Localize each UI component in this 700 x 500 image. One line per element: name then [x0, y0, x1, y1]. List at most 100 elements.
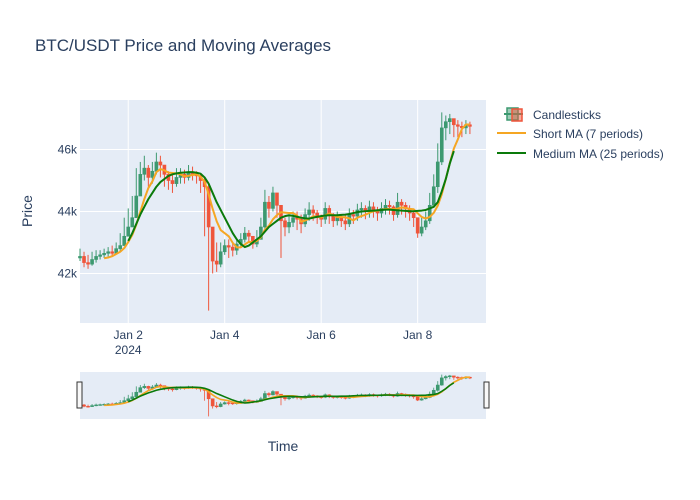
candle — [218, 242, 223, 268]
x-axis-label: Time — [268, 438, 299, 454]
candle — [456, 120, 460, 138]
candle — [271, 390, 275, 396]
candle — [435, 381, 440, 392]
medium-ma-line — [127, 382, 455, 404]
candle — [138, 385, 143, 393]
legend-label: Candlesticks — [533, 108, 601, 122]
moving-averages — [103, 123, 470, 260]
candle — [82, 251, 86, 268]
candle — [443, 115, 448, 141]
range-slider-left-handle[interactable] — [76, 381, 83, 409]
candle — [431, 174, 436, 206]
candle — [210, 398, 215, 409]
candle — [142, 383, 147, 389]
candle — [118, 233, 123, 252]
candle — [283, 396, 287, 401]
candle — [456, 376, 460, 380]
legend-item-candlesticks[interactable]: Candlesticks — [504, 107, 601, 122]
range-slider[interactable] — [76, 372, 490, 419]
candle — [102, 248, 106, 258]
candle — [443, 375, 448, 381]
candle — [271, 186, 275, 212]
candle — [138, 161, 143, 197]
candle — [226, 401, 231, 406]
medium-ma-line — [127, 150, 455, 249]
candle — [98, 250, 102, 260]
y-tick-label: 46k — [58, 143, 78, 157]
candle — [222, 401, 227, 405]
candle — [226, 239, 231, 258]
candle — [452, 118, 456, 138]
candle — [130, 392, 135, 400]
range-slider-right-handle[interactable] — [483, 381, 490, 409]
legend-item-short-ma[interactable]: Short MA (7 periods) — [497, 127, 643, 141]
candle — [126, 394, 131, 402]
short-ma-line — [103, 123, 470, 260]
candle — [243, 398, 247, 403]
candle — [415, 396, 420, 402]
chart-title: BTC/USDT Price and Moving Averages — [35, 36, 331, 55]
candle — [214, 402, 219, 409]
candle — [158, 155, 163, 178]
legend: Candlesticks Short MA (7 periods) Medium… — [497, 107, 664, 161]
candle — [94, 403, 98, 407]
candle — [110, 245, 114, 257]
y-tick-label: 44k — [58, 205, 78, 219]
candle — [146, 165, 151, 187]
range-slider-ma — [104, 376, 470, 407]
candle — [222, 239, 227, 255]
candle — [122, 217, 127, 246]
x-tick-label: Jan 2 — [114, 328, 144, 342]
candle — [174, 168, 179, 187]
x-tick-label: Jan 6 — [307, 328, 337, 342]
candle — [98, 403, 102, 406]
x-tick-label: Jan 4 — [210, 328, 240, 342]
x-tick-year-label: 2024 — [115, 343, 142, 357]
candle — [142, 155, 147, 181]
candle — [90, 403, 94, 407]
candle — [134, 168, 139, 218]
candle — [134, 386, 139, 398]
candle — [448, 374, 452, 380]
candle — [287, 214, 291, 234]
y-axis-label: Price — [19, 195, 35, 227]
candle — [86, 404, 90, 408]
candle — [106, 247, 110, 257]
candle — [243, 226, 247, 243]
candle — [82, 403, 86, 408]
candle — [218, 402, 223, 408]
candle — [170, 174, 175, 193]
candle — [130, 196, 135, 228]
candle — [146, 385, 151, 391]
candle — [230, 242, 235, 257]
y-tick-label: 42k — [58, 266, 78, 280]
candle — [210, 226, 215, 274]
candle — [411, 211, 416, 227]
candle — [415, 217, 420, 238]
x-tick-label: Jan 8 — [403, 328, 433, 342]
candle — [78, 248, 82, 262]
candle — [283, 217, 287, 237]
legend-label: Short MA (7 periods) — [533, 127, 643, 141]
candle — [387, 200, 392, 215]
y-axis-ticks: 42k 44k 46k — [58, 143, 78, 281]
legend-item-medium-ma[interactable]: Medium MA (25 periods) — [497, 147, 664, 161]
candle — [126, 208, 131, 237]
candle — [448, 113, 452, 135]
candle — [452, 375, 456, 380]
legend-candle-swatch-dec — [511, 108, 523, 122]
candle — [267, 392, 271, 397]
candle — [275, 192, 279, 218]
legend-label: Medium MA (25 periods) — [533, 147, 664, 161]
candle — [247, 230, 251, 243]
candle — [90, 251, 94, 266]
candle — [214, 242, 219, 272]
candle — [423, 211, 428, 231]
candle — [263, 189, 267, 231]
candle — [206, 183, 211, 311]
candle — [439, 112, 444, 166]
candle — [267, 196, 271, 218]
candle — [439, 374, 444, 386]
